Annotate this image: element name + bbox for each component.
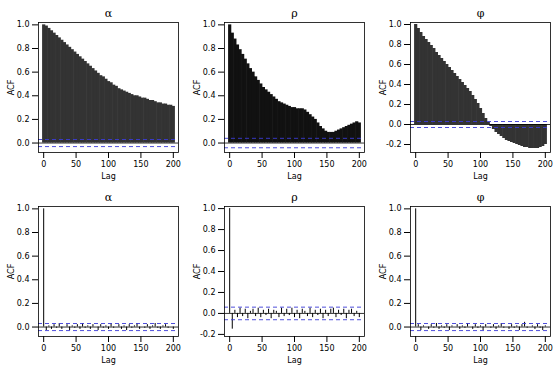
svg-text:ACF: ACF (7, 79, 16, 95)
svg-text:0.2: 0.2 (389, 299, 402, 308)
svg-text:-0.2: -0.2 (200, 330, 216, 339)
svg-text:1.0: 1.0 (17, 20, 30, 29)
svg-text:0: 0 (41, 160, 46, 169)
svg-text:0: 0 (41, 344, 46, 353)
svg-text:0: 0 (413, 344, 418, 353)
svg-text:200: 200 (538, 160, 553, 169)
svg-text:100: 100 (473, 160, 488, 169)
svg-text:100: 100 (473, 344, 488, 353)
svg-text:0: 0 (227, 160, 232, 169)
svg-text:0.8: 0.8 (389, 228, 402, 237)
svg-text:150: 150 (505, 344, 520, 353)
svg-text:150: 150 (133, 344, 148, 353)
svg-text:0.4: 0.4 (203, 91, 216, 100)
svg-text:0.4: 0.4 (203, 267, 216, 276)
svg-text:Lag: Lag (473, 356, 487, 365)
svg-text:ACF: ACF (193, 263, 202, 279)
svg-text:50: 50 (71, 344, 81, 353)
svg-text:150: 150 (133, 160, 148, 169)
svg-text:0.4: 0.4 (389, 80, 402, 89)
svg-text:200: 200 (166, 344, 181, 353)
svg-text:α: α (105, 191, 113, 204)
svg-text:α: α (105, 7, 113, 20)
svg-text:0.0: 0.0 (389, 120, 402, 129)
svg-text:150: 150 (319, 160, 334, 169)
svg-text:0.2: 0.2 (203, 115, 216, 124)
svg-text:0.8: 0.8 (203, 225, 216, 234)
svg-text:Lag: Lag (287, 356, 301, 365)
svg-text:ACF: ACF (7, 263, 16, 279)
svg-text:50: 50 (257, 160, 267, 169)
svg-text:0.0: 0.0 (17, 323, 30, 332)
svg-text:1.0: 1.0 (389, 20, 402, 29)
svg-text:-0.2: -0.2 (386, 140, 402, 149)
svg-text:100: 100 (101, 344, 116, 353)
svg-text:50: 50 (443, 344, 453, 353)
svg-text:0.6: 0.6 (203, 68, 216, 77)
svg-text:0.0: 0.0 (389, 323, 402, 332)
svg-text:50: 50 (257, 344, 267, 353)
svg-text:φ: φ (477, 7, 485, 20)
svg-text:ACF: ACF (379, 263, 388, 279)
svg-text:0.6: 0.6 (389, 252, 402, 261)
svg-text:0.8: 0.8 (17, 228, 30, 237)
svg-text:200: 200 (352, 160, 367, 169)
svg-text:0: 0 (227, 344, 232, 353)
svg-text:0.2: 0.2 (389, 100, 402, 109)
svg-text:50: 50 (71, 160, 81, 169)
svg-text:150: 150 (319, 344, 334, 353)
svg-text:Lag: Lag (287, 172, 301, 181)
svg-text:0.2: 0.2 (17, 299, 30, 308)
svg-text:0.8: 0.8 (17, 44, 30, 53)
svg-text:ρ: ρ (291, 191, 297, 204)
svg-text:ACF: ACF (193, 79, 202, 95)
svg-text:1.0: 1.0 (203, 20, 216, 29)
svg-text:0.8: 0.8 (389, 40, 402, 49)
svg-text:0.6: 0.6 (389, 60, 402, 69)
svg-text:Lag: Lag (101, 356, 115, 365)
svg-text:1.0: 1.0 (389, 204, 402, 213)
svg-text:0.6: 0.6 (203, 246, 216, 255)
svg-text:1.0: 1.0 (203, 204, 216, 213)
svg-text:0.2: 0.2 (17, 115, 30, 124)
svg-text:0.0: 0.0 (203, 139, 216, 148)
svg-text:100: 100 (287, 160, 302, 169)
svg-text:0.4: 0.4 (389, 275, 402, 284)
svg-text:0.0: 0.0 (17, 139, 30, 148)
svg-text:50: 50 (443, 160, 453, 169)
svg-text:Lag: Lag (101, 172, 115, 181)
svg-text:100: 100 (101, 160, 116, 169)
svg-text:150: 150 (505, 160, 520, 169)
svg-text:1.0: 1.0 (17, 204, 30, 213)
svg-text:200: 200 (538, 344, 553, 353)
svg-text:100: 100 (287, 344, 302, 353)
svg-text:Lag: Lag (473, 172, 487, 181)
svg-text:0.2: 0.2 (203, 288, 216, 297)
svg-text:ρ: ρ (291, 7, 297, 20)
svg-text:200: 200 (166, 160, 181, 169)
svg-text:ACF: ACF (379, 79, 388, 95)
svg-text:0.8: 0.8 (203, 44, 216, 53)
svg-text:0.6: 0.6 (17, 68, 30, 77)
svg-text:φ: φ (477, 191, 485, 204)
svg-text:0.6: 0.6 (17, 252, 30, 261)
svg-text:200: 200 (352, 344, 367, 353)
svg-text:0.0: 0.0 (203, 309, 216, 318)
svg-text:0.4: 0.4 (17, 91, 30, 100)
svg-text:0: 0 (413, 160, 418, 169)
svg-text:0.4: 0.4 (17, 275, 30, 284)
